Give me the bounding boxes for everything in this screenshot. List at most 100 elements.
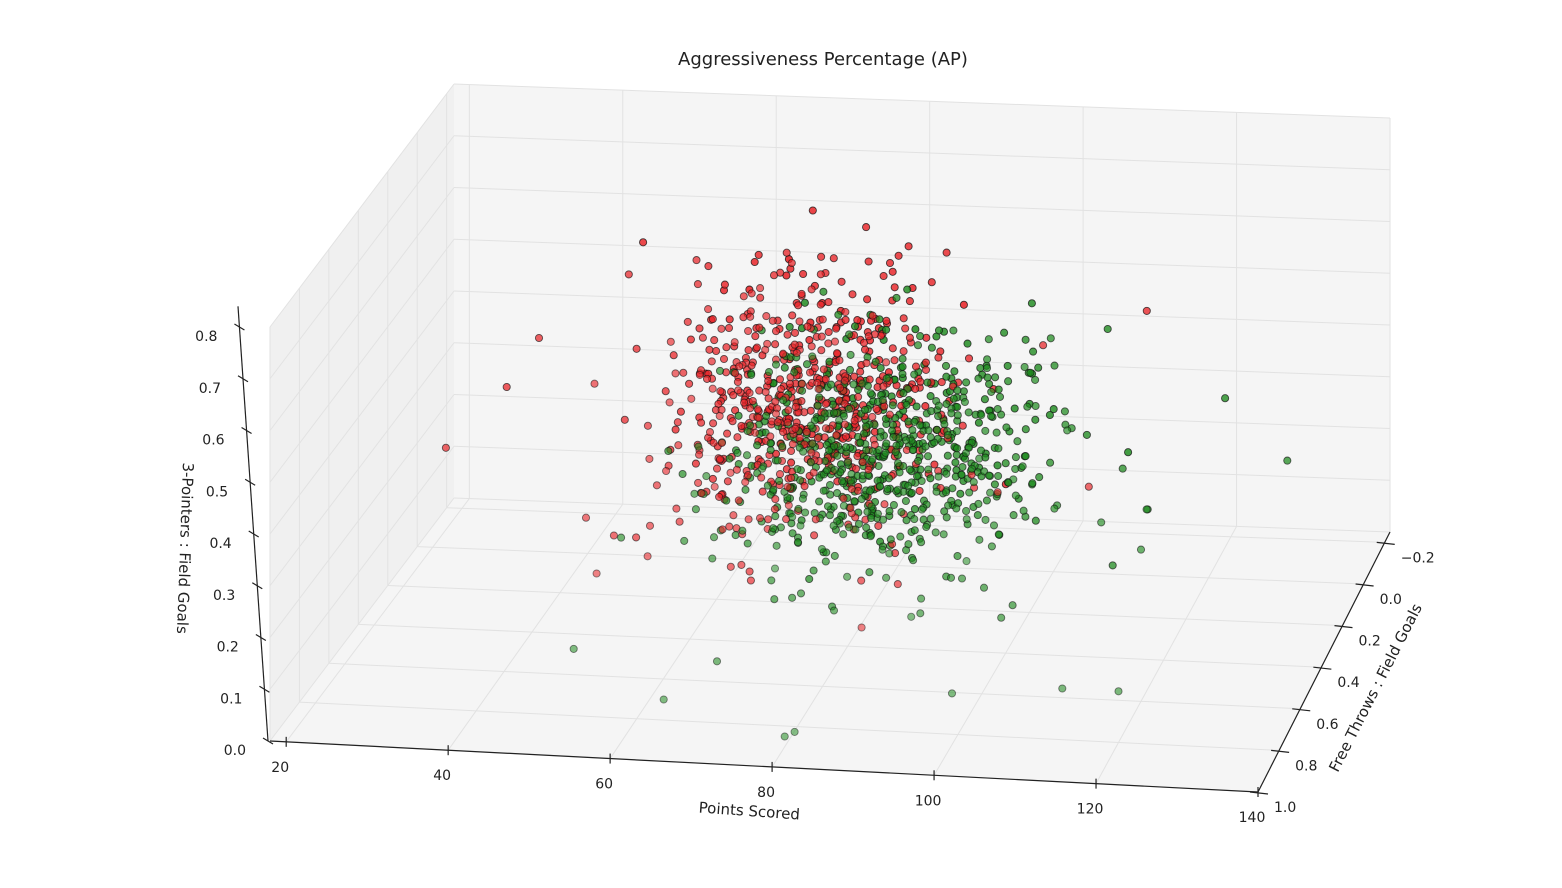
scatter-point bbox=[1063, 426, 1072, 435]
scatter-point bbox=[1021, 452, 1030, 461]
scatter-point bbox=[821, 375, 830, 384]
scatter-point bbox=[726, 468, 735, 477]
scatter-point bbox=[882, 325, 891, 334]
scatter-point bbox=[813, 401, 822, 410]
scatter-point bbox=[942, 399, 951, 409]
scatter-point bbox=[910, 370, 919, 379]
scatter-point bbox=[865, 487, 874, 496]
scatter-point bbox=[780, 732, 789, 741]
scatter-point bbox=[755, 386, 764, 395]
scatter-point bbox=[974, 418, 983, 427]
scatter-point bbox=[762, 312, 771, 321]
grid-lines bbox=[269, 83, 1391, 793]
scatter-point bbox=[827, 380, 836, 389]
z-tick-label: 0.3 bbox=[213, 588, 235, 604]
scatter-point bbox=[1008, 601, 1017, 610]
scatter-point bbox=[821, 424, 830, 433]
scatter-point bbox=[899, 314, 908, 323]
scatter-point bbox=[868, 412, 877, 421]
chart-title: Aggressiveness Percentage (AP) bbox=[678, 49, 968, 70]
scatter-point bbox=[901, 496, 910, 506]
scatter-point bbox=[897, 508, 906, 517]
scatter-point bbox=[1028, 479, 1037, 488]
scatter-point bbox=[712, 657, 722, 666]
scatter-point bbox=[710, 482, 719, 491]
scatter-point bbox=[909, 556, 918, 565]
z-tick-label: 0.1 bbox=[220, 691, 242, 707]
scatter-point bbox=[788, 529, 797, 538]
scatter-point bbox=[737, 560, 746, 569]
x-axis-line bbox=[269, 740, 1259, 793]
scatter-point bbox=[798, 386, 807, 395]
scatter-point bbox=[832, 431, 841, 440]
scatter-point bbox=[675, 517, 684, 526]
grid-line-z-back bbox=[453, 83, 1391, 119]
scatter-point bbox=[867, 502, 876, 511]
grid-line-y bbox=[328, 662, 1301, 710]
scatter-point bbox=[807, 342, 816, 351]
scatter-point bbox=[1011, 453, 1020, 462]
scatter-point bbox=[829, 606, 839, 615]
scatter-point bbox=[707, 357, 716, 366]
scatter-point bbox=[1049, 405, 1058, 414]
scatter-point bbox=[796, 589, 806, 598]
scatter-point bbox=[861, 422, 870, 431]
grid-line-z-back bbox=[453, 445, 1391, 481]
scatter-point bbox=[850, 322, 860, 331]
scatter-point bbox=[890, 356, 899, 365]
scatter-point bbox=[976, 363, 985, 373]
z-tick bbox=[241, 426, 252, 435]
scatter-point bbox=[856, 367, 865, 376]
scatter-point bbox=[888, 344, 897, 353]
scatter-point bbox=[1027, 299, 1036, 308]
scatter-point bbox=[886, 535, 895, 544]
scatter-point bbox=[830, 442, 839, 451]
scatter-point bbox=[806, 406, 815, 415]
scatter-point bbox=[916, 332, 925, 341]
scatter-point bbox=[751, 332, 760, 341]
scatter-point bbox=[917, 538, 926, 547]
scatter-point bbox=[830, 408, 839, 417]
y-tick bbox=[1313, 666, 1332, 670]
scatter-point bbox=[725, 522, 734, 531]
scatter-point bbox=[902, 400, 911, 409]
scatter-point bbox=[880, 500, 889, 509]
scatter-point bbox=[755, 323, 764, 332]
scatter-point bbox=[797, 397, 806, 406]
z-tick bbox=[237, 375, 249, 383]
scatter-point bbox=[718, 525, 727, 534]
scatter-point bbox=[833, 451, 842, 460]
y-tick bbox=[1355, 583, 1374, 587]
scatter-point bbox=[702, 374, 712, 383]
scatter-point bbox=[731, 369, 740, 378]
scatter-point bbox=[821, 557, 830, 566]
scatter-point bbox=[1009, 511, 1018, 520]
scatter-point bbox=[775, 470, 785, 479]
scatter-point bbox=[817, 332, 826, 341]
scatter-point bbox=[590, 379, 599, 388]
scatter-point bbox=[666, 337, 675, 346]
scatter-point bbox=[942, 513, 951, 522]
scatter-point bbox=[825, 511, 834, 520]
scatter-point bbox=[679, 368, 688, 377]
scatter-point bbox=[1045, 410, 1054, 420]
scatter-point bbox=[1023, 402, 1032, 411]
scatter-point bbox=[962, 506, 971, 516]
scatter-point bbox=[908, 426, 917, 435]
scatter-point bbox=[860, 345, 870, 354]
scatter-point bbox=[903, 285, 912, 294]
scatter-point bbox=[796, 476, 805, 485]
scatter-point bbox=[671, 369, 680, 378]
scatter-point bbox=[922, 522, 931, 532]
scatter-point bbox=[698, 333, 707, 342]
grid-line-x bbox=[933, 520, 1084, 776]
scatter-point bbox=[1011, 464, 1020, 474]
scatter-point bbox=[756, 293, 765, 302]
scatter-point bbox=[941, 488, 951, 497]
scatter-point bbox=[782, 248, 791, 257]
scatter-point bbox=[704, 305, 713, 314]
scatter-point bbox=[802, 427, 811, 437]
scatter-point bbox=[878, 545, 887, 554]
scatter-point bbox=[569, 644, 578, 653]
scatter-point bbox=[822, 466, 832, 475]
